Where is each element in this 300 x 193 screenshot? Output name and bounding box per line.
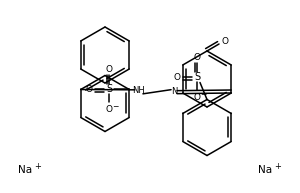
Text: S: S: [194, 73, 200, 82]
Text: O: O: [106, 65, 113, 74]
Text: O: O: [194, 53, 200, 62]
Text: −: −: [112, 102, 119, 111]
Text: Na: Na: [258, 165, 272, 175]
Text: +: +: [274, 162, 281, 171]
Text: −: −: [200, 90, 206, 99]
Text: O: O: [173, 73, 181, 82]
Text: S: S: [106, 85, 112, 95]
Text: NH: NH: [133, 86, 145, 95]
Text: O: O: [221, 36, 229, 46]
Text: O: O: [194, 93, 200, 102]
Text: O: O: [106, 105, 113, 114]
Text: +: +: [34, 162, 41, 171]
Text: O: O: [86, 85, 93, 94]
Text: Na: Na: [18, 165, 32, 175]
Text: N: N: [171, 87, 177, 96]
